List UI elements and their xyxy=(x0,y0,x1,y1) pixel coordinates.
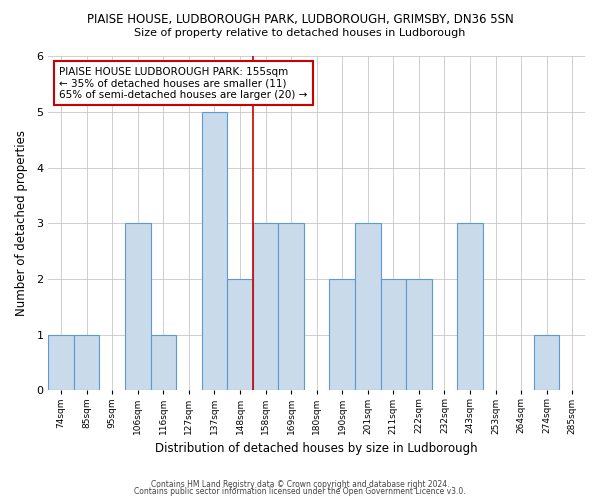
Bar xyxy=(202,112,227,390)
Bar xyxy=(278,224,304,390)
X-axis label: Distribution of detached houses by size in Ludborough: Distribution of detached houses by size … xyxy=(155,442,478,455)
Bar xyxy=(355,224,380,390)
Bar xyxy=(329,279,355,390)
Bar xyxy=(253,224,278,390)
Text: Contains public sector information licensed under the Open Government Licence v3: Contains public sector information licen… xyxy=(134,488,466,496)
Bar xyxy=(227,279,253,390)
Text: Contains HM Land Registry data © Crown copyright and database right 2024.: Contains HM Land Registry data © Crown c… xyxy=(151,480,449,489)
Text: Size of property relative to detached houses in Ludborough: Size of property relative to detached ho… xyxy=(134,28,466,38)
Bar xyxy=(534,334,559,390)
Bar xyxy=(74,334,100,390)
Bar xyxy=(151,334,176,390)
Y-axis label: Number of detached properties: Number of detached properties xyxy=(15,130,28,316)
Text: PIAISE HOUSE LUDBOROUGH PARK: 155sqm
← 35% of detached houses are smaller (11)
6: PIAISE HOUSE LUDBOROUGH PARK: 155sqm ← 3… xyxy=(59,66,307,100)
Bar xyxy=(49,334,74,390)
Bar xyxy=(125,224,151,390)
Text: PIAISE HOUSE, LUDBOROUGH PARK, LUDBOROUGH, GRIMSBY, DN36 5SN: PIAISE HOUSE, LUDBOROUGH PARK, LUDBOROUG… xyxy=(86,12,514,26)
Bar xyxy=(406,279,431,390)
Bar xyxy=(380,279,406,390)
Bar xyxy=(457,224,483,390)
